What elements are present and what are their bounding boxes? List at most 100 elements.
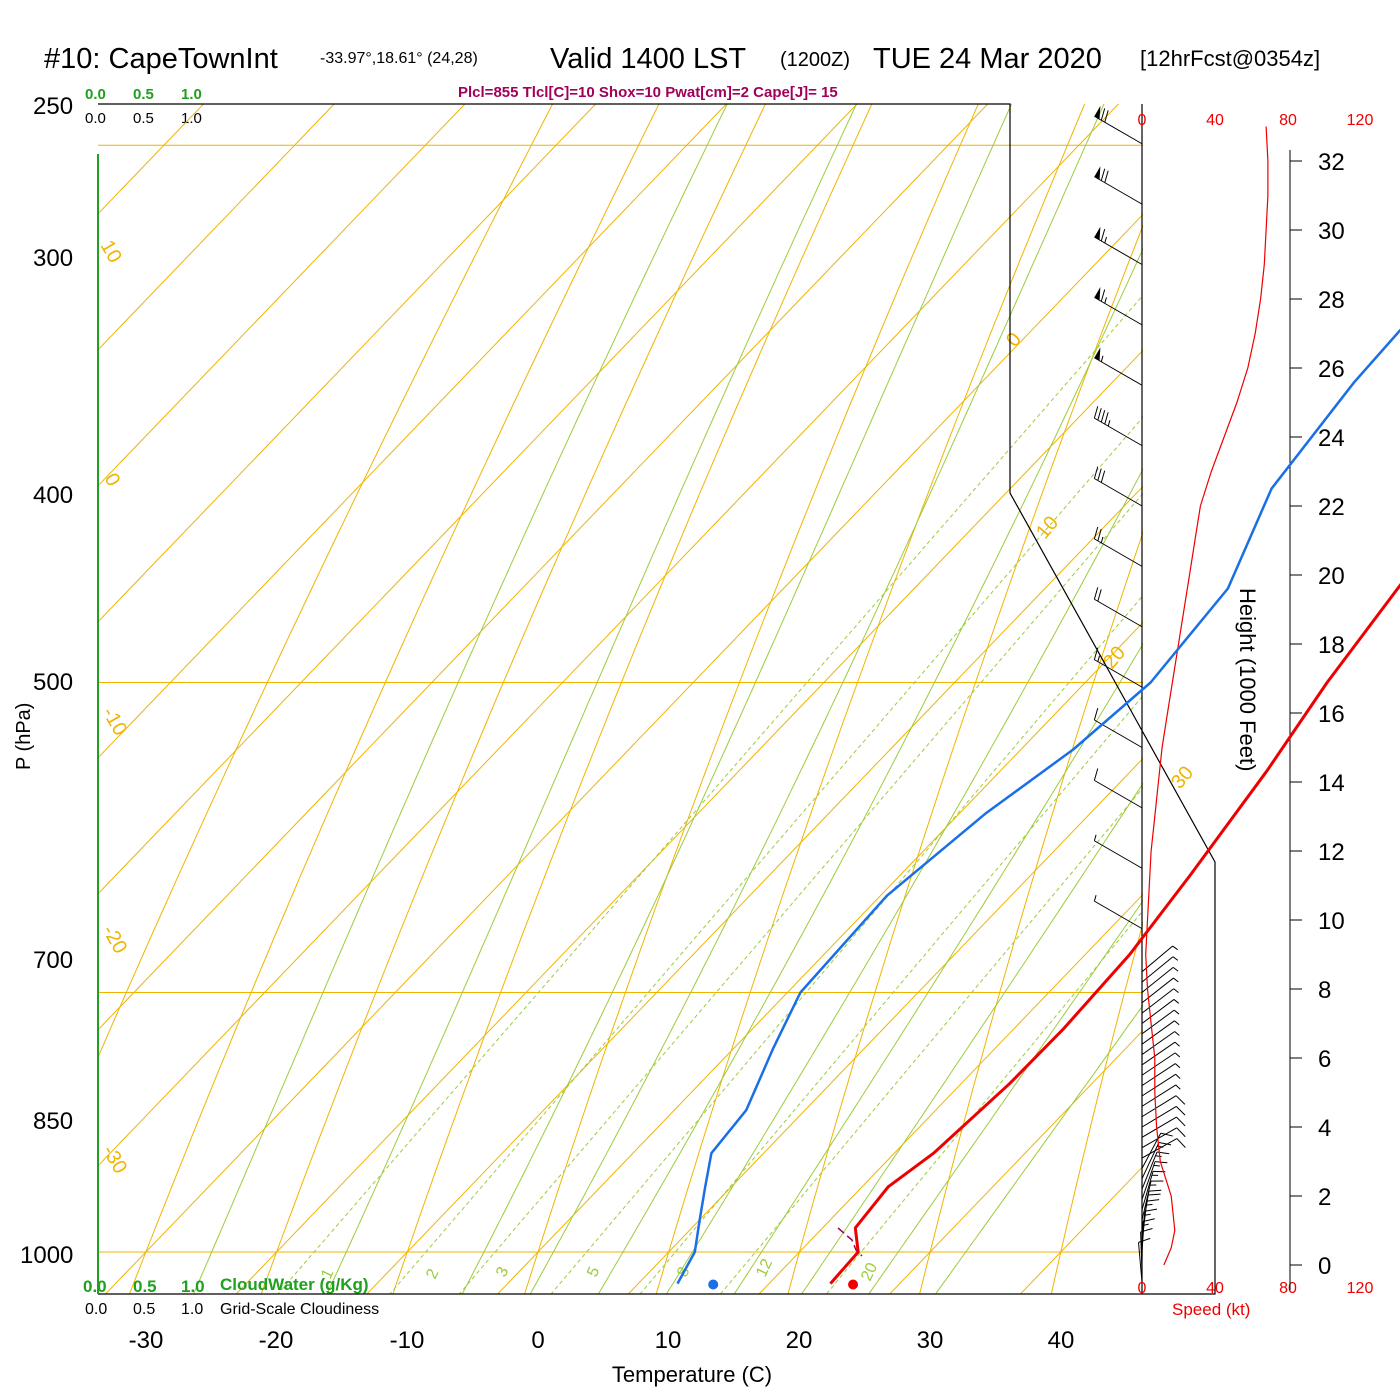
station-coords: -33.97°,18.61° (24,28) [320, 50, 478, 67]
mixing-ratio-label: 12 [753, 1256, 776, 1279]
dry-adiabat [1167, 0, 1400, 1375]
wind-barb [1094, 286, 1143, 326]
dry-adiabat [98, 104, 554, 1059]
isotherm-label: -20 [98, 922, 132, 958]
dry-adiabat [1301, 0, 1400, 1375]
wind-barb [1093, 466, 1143, 507]
speed-top-80: 80 [1279, 112, 1297, 129]
moist-adiabat [868, 899, 1143, 1294]
height-tick-label: 28 [1318, 287, 1345, 314]
station-name: #10: CapeTownInt [44, 43, 278, 75]
p-tick-850: 850 [33, 1108, 73, 1135]
speed-axis-top: 0 40 80 120 [1138, 112, 1374, 129]
moist-adiabat [733, 643, 1143, 1294]
isotherm [627, 757, 1143, 1294]
t-tick-n20: -20 [259, 1327, 294, 1354]
height-tick-label: 16 [1318, 701, 1345, 728]
isotherm [889, 1029, 1143, 1294]
wind-barb [1093, 526, 1143, 567]
cloud-top-black-1: 0.5 [133, 110, 154, 127]
moist-adiabat [665, 468, 1143, 1294]
dry-adiabat [260, 104, 766, 1294]
wind-barb [1141, 1073, 1181, 1097]
t-tick-30: 30 [917, 1327, 944, 1354]
cloud-axis-bottom: 0.0 0.5 1.0 CloudWater (g/Kg) 0.0 0.5 1.… [83, 1275, 379, 1318]
isotherm-label: -30 [98, 1142, 132, 1178]
t-tick-n10: -10 [390, 1327, 425, 1354]
mixing-ratio-label: 20 [858, 1260, 881, 1283]
isotherm-label: 10 [96, 237, 126, 267]
mixing-ratio-label: 2 [423, 1266, 442, 1281]
isotherm [0, 0, 1159, 1375]
dry-adiabat [787, 224, 1143, 1294]
wind-barb [1093, 647, 1143, 688]
wind-barb [1141, 1063, 1181, 1087]
temperature-axis: -30 -20 -10 0 10 20 30 40 [129, 1327, 1075, 1354]
valid-date: TUE 24 Mar 2020 [873, 43, 1102, 75]
stability-indices: Plcl=855 Tlcl[C]=10 Shox=10 Pwat[cm]=2 C… [458, 84, 838, 101]
height-tick-label: 18 [1318, 632, 1345, 659]
speed-bot-0: 0 [1138, 1280, 1147, 1297]
isotherm-label: 30 [1167, 762, 1198, 793]
cloud-bot-green-0: 0.0 [83, 1277, 107, 1296]
speed-bot-40: 40 [1206, 1280, 1224, 1297]
height-tick-label: 2 [1318, 1184, 1331, 1211]
isotherm [104, 213, 1143, 1294]
valid-time: Valid 1400 LST [550, 43, 746, 75]
p-tick-700: 700 [33, 947, 73, 974]
p-tick-1000: 1000 [20, 1242, 73, 1269]
dry-adiabat [655, 104, 1086, 1294]
wind-barb [1141, 1116, 1186, 1138]
cloud-top-green-0: 0.0 [85, 86, 106, 103]
cloud-top-green-1: 0.5 [133, 86, 154, 103]
height-axis-label: Height (1000 Feet) [1235, 588, 1260, 771]
moist-adiabat [193, 104, 728, 1294]
isotherm [758, 893, 1143, 1294]
p-tick-250: 250 [33, 93, 73, 120]
wind-barb [1094, 105, 1143, 145]
moist-adiabat [801, 782, 1143, 1294]
isotherm [0, 0, 898, 1375]
plot-frame [98, 103, 1216, 1295]
cloud-bot-green-1: 0.5 [133, 1277, 157, 1296]
wind-barb [1141, 1180, 1164, 1221]
mixing-ratio-line [277, 294, 1143, 1294]
mixing-ratio-label: 5 [584, 1264, 603, 1279]
wind-barb [1141, 1041, 1180, 1066]
moist-adiabat [326, 104, 858, 1294]
isotherm-label: 20 [1099, 642, 1130, 673]
wind-barb [1141, 1031, 1180, 1055]
t-tick-10: 10 [655, 1327, 682, 1354]
wind-barb [1141, 1020, 1180, 1045]
mixing-ratio-line [719, 786, 1143, 1294]
wind-barb [1141, 1161, 1168, 1200]
isotherm-label: 0 [1002, 329, 1026, 352]
pressure-axis: 250 300 400 500 700 850 1000 [20, 93, 73, 1269]
mixing-ratio-label: 3 [493, 1264, 512, 1279]
speed-bot-80: 80 [1279, 1280, 1297, 1297]
p-tick-400: 400 [33, 482, 73, 509]
height-tick-label: 22 [1318, 494, 1345, 521]
wind-barbs [1093, 105, 1186, 1283]
dry-adiabat [392, 104, 873, 1294]
wind-barb [1140, 1228, 1153, 1272]
wind-speed-profile [1145, 126, 1269, 1266]
wind-barb [1141, 1052, 1181, 1076]
isotherm [366, 485, 1143, 1294]
wind-barb [1093, 768, 1143, 809]
wind-barb [1141, 1095, 1186, 1118]
speed-top-120: 120 [1347, 112, 1374, 129]
cloud-top-black-0: 0.0 [85, 110, 106, 127]
isotherm-label: 10 [1032, 512, 1063, 543]
height-tick-label: 26 [1318, 356, 1345, 383]
wind-barb [1141, 1208, 1158, 1252]
wind-barb [1093, 834, 1143, 869]
cloud-bot-black-1: 0.5 [133, 1301, 155, 1318]
speed-top-40: 40 [1206, 112, 1224, 129]
wind-barb [1141, 1009, 1180, 1035]
